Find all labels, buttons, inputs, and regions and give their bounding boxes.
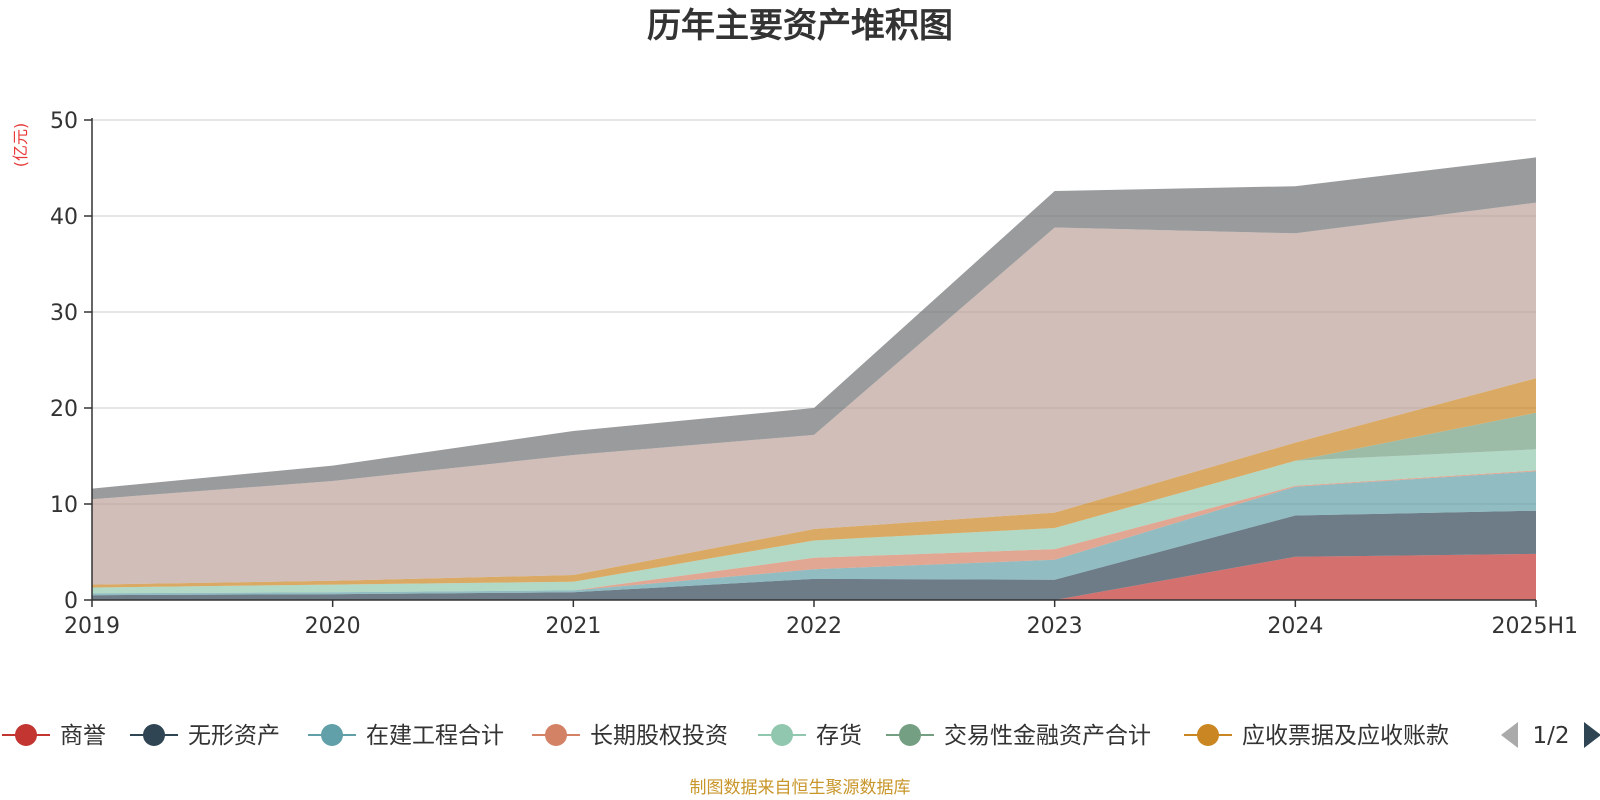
legend-marker-icon [545, 724, 567, 746]
x-tick-label: 2020 [305, 614, 361, 639]
legend-marker-icon [771, 724, 793, 746]
chart-title: 历年主要资产堆积图 [647, 6, 953, 46]
legend-item[interactable]: 交易性金融资产合计 [886, 723, 1151, 749]
legend-label: 应收票据及应收账款 [1242, 723, 1449, 749]
x-tick-label: 2023 [1027, 614, 1083, 639]
legend-next-page-icon[interactable] [1584, 722, 1600, 748]
x-tick-label: 2024 [1267, 614, 1323, 639]
legend-page-indicator: 1/2 [1532, 723, 1569, 749]
legend-item[interactable]: 应收票据及应收账款 [1184, 723, 1449, 749]
y-tick-label: 20 [50, 397, 78, 422]
x-tick-label: 2025H1 [1491, 614, 1578, 639]
legend-marker-icon [143, 724, 165, 746]
y-tick-label: 50 [50, 109, 78, 134]
legend-item[interactable]: 在建工程合计 [308, 723, 504, 749]
area-series-8 [92, 157, 1536, 500]
area-series-0 [92, 553, 1536, 600]
legend-label: 长期股权投资 [590, 723, 728, 749]
area-series-7 [92, 202, 1536, 585]
data-source-note: 制图数据来自恒生聚源数据库 [690, 778, 911, 798]
legend: 商誉 无形资产 在建工程合计 长期股权投资 存货 交易性金融资产合计 应收票据及应收账款 [2, 723, 1449, 749]
y-tick-label: 40 [50, 205, 78, 230]
legend-label: 无形资产 [188, 723, 280, 749]
axes: 0 10 20 30 40 50 2019 2020 2021 2022 2023 2024 2025H… [50, 109, 1578, 639]
legend-label: 在建工程合计 [366, 723, 504, 749]
x-tick-label: 2022 [786, 614, 842, 639]
x-tick-label: 2021 [545, 614, 601, 639]
legend-marker-icon [1197, 724, 1219, 746]
y-tick-label: 30 [50, 301, 78, 326]
area-series-1 [92, 510, 1536, 600]
legend-item[interactable]: 无形资产 [130, 723, 280, 749]
legend-pager[interactable]: 1/2 [1501, 722, 1600, 749]
legend-marker-icon [321, 724, 343, 746]
legend-label: 存货 [816, 723, 862, 749]
stacked-areas [92, 157, 1536, 600]
legend-label: 商誉 [60, 723, 106, 749]
area-series-2 [92, 471, 1536, 596]
legend-marker-icon [899, 724, 921, 746]
area-series-3 [92, 470, 1536, 594]
legend-item[interactable]: 存货 [758, 723, 862, 749]
y-axis-unit-label: (亿元) [11, 123, 30, 168]
legend-marker-icon [15, 724, 37, 746]
legend-item[interactable]: 商誉 [2, 723, 106, 749]
legend-item[interactable]: 长期股权投资 [532, 723, 728, 749]
legend-label: 交易性金融资产合计 [944, 723, 1151, 749]
area-series-4 [92, 449, 1536, 594]
legend-prev-page-icon[interactable] [1501, 722, 1518, 748]
y-tick-label: 0 [64, 589, 78, 614]
y-tick-label: 10 [50, 493, 78, 518]
x-tick-label: 2019 [64, 614, 120, 639]
